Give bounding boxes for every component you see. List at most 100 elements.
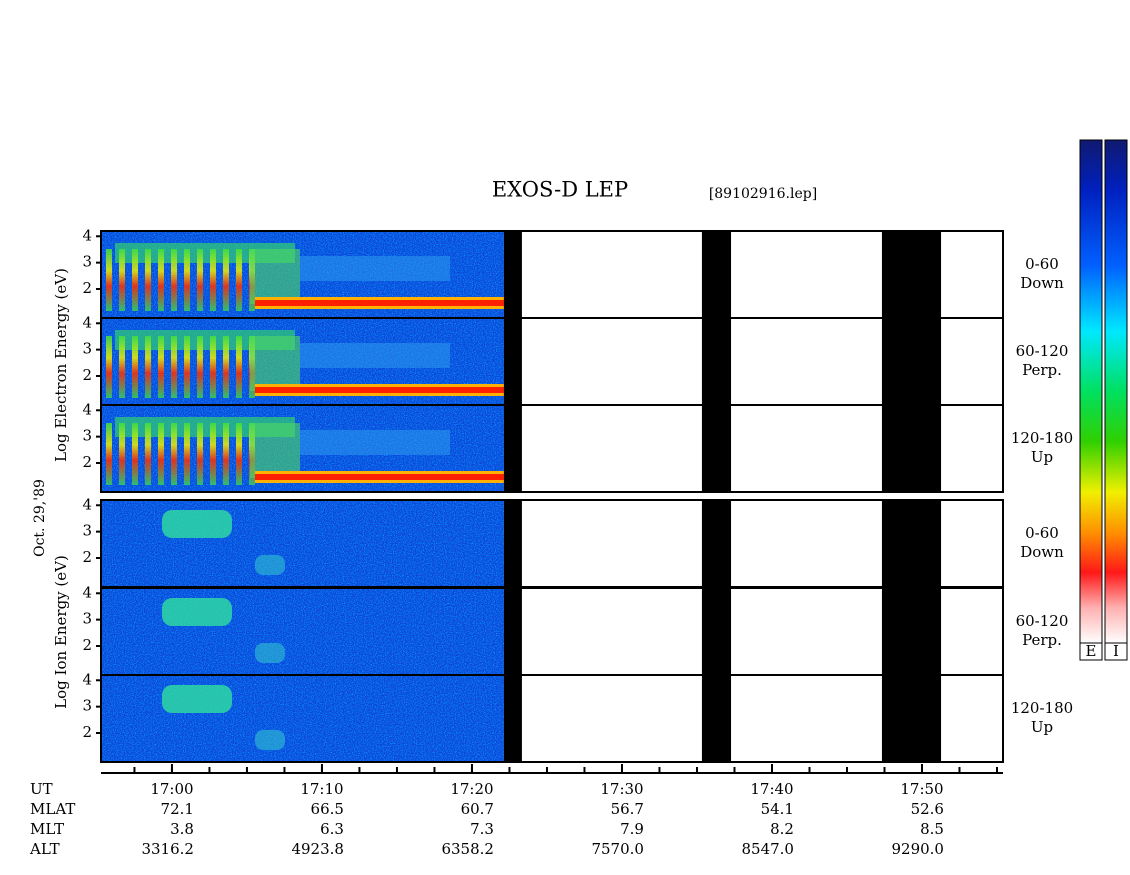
spectrogram-noise	[101, 500, 504, 587]
colorbar-label: E	[1086, 642, 1097, 660]
spectrogram-texture	[255, 730, 285, 750]
panel-frame	[100, 674, 1004, 763]
y-tick-label: 2	[82, 366, 92, 384]
spectrogram-texture	[132, 249, 138, 311]
y-tick-label: 4	[82, 400, 92, 418]
spectrogram-texture	[210, 423, 216, 485]
colorbar-label-box	[1104, 642, 1128, 661]
data-gap	[701, 231, 732, 492]
panel-frame	[100, 404, 1004, 493]
spectrogram-texture	[119, 423, 125, 485]
spectrogram-texture	[300, 343, 450, 368]
ephemeris-value: 66.5	[311, 800, 344, 818]
y-tick-label: 4	[82, 226, 92, 244]
spectrogram-texture	[162, 598, 232, 626]
ephemeris-value: 9290.0	[891, 840, 944, 858]
spectrogram-texture	[184, 249, 190, 311]
ion-axis-label: Log Ion Energy (eV)	[52, 555, 70, 709]
data-gap	[701, 500, 732, 762]
spectrogram-texture	[210, 336, 216, 398]
date-label: Oct. 29,'89	[32, 479, 48, 557]
ephemeris-name: ALT	[29, 840, 60, 858]
ut-label: UT	[30, 780, 53, 798]
pitch-angle-range: 60-120	[1016, 612, 1069, 630]
file-name: [89102916.lep]	[709, 186, 817, 202]
spectrogram-texture	[223, 336, 229, 398]
spectrogram-texture	[119, 249, 125, 311]
colorbar-label: I	[1113, 642, 1119, 660]
pitch-angle-direction: Up	[1031, 448, 1053, 466]
spectrogram-texture	[223, 423, 229, 485]
spectrogram-texture	[255, 555, 285, 575]
ephemeris-name: MLAT	[30, 800, 75, 818]
spectrogram-texture	[162, 510, 232, 538]
y-tick-label: 4	[82, 495, 92, 513]
data-gap	[881, 500, 942, 762]
ephemeris-value: 3.8	[170, 820, 194, 838]
spectrogram-texture	[250, 249, 300, 304]
y-tick-label: 3	[82, 697, 92, 715]
data-gap	[503, 231, 522, 492]
spectrogram	[101, 231, 504, 762]
x-tick-label: 17:30	[600, 780, 643, 798]
pitch-angle-range: 0-60	[1025, 255, 1059, 273]
y-tick-label: 3	[82, 340, 92, 358]
y-tick-label: 2	[82, 723, 92, 741]
spectrogram-texture	[255, 474, 504, 480]
spectrogram-texture	[106, 249, 112, 311]
spectrogram-texture	[145, 249, 151, 311]
pitch-angle-direction: Perp.	[1022, 631, 1062, 649]
y-tick-label: 3	[82, 427, 92, 445]
y-tick-label: 2	[82, 548, 92, 566]
spectrogram-texture	[171, 423, 177, 485]
title: EXOS-D LEP	[492, 178, 628, 202]
ephemeris-value: 7.9	[620, 820, 644, 838]
pitch-angle-range: 60-120	[1016, 342, 1069, 360]
spectrogram-noise	[101, 675, 504, 762]
pitch-angle-direction: Up	[1031, 718, 1053, 736]
spectrogram-texture	[184, 336, 190, 398]
spectrogram-texture	[106, 336, 112, 398]
colorbar-label-box	[1079, 642, 1103, 661]
y-tick-label: 3	[82, 610, 92, 628]
y-tick-label: 4	[82, 670, 92, 688]
spectrogram-texture	[132, 336, 138, 398]
spectrogram-texture	[184, 423, 190, 485]
ephemeris-value: 4923.8	[291, 840, 344, 858]
pitch-angle-range: 0-60	[1025, 524, 1059, 542]
spectrogram-texture	[119, 336, 125, 398]
ephemeris-value: 52.6	[911, 800, 944, 818]
spectrogram-texture	[145, 423, 151, 485]
ephemeris-value: 7570.0	[591, 840, 644, 858]
spectrogram-texture	[255, 387, 504, 393]
x-tick-label: 17:10	[300, 780, 343, 798]
data-gap	[881, 231, 942, 492]
y-tick-label: 3	[82, 253, 92, 271]
x-tick-label: 17:00	[150, 780, 193, 798]
spectrogram-texture	[223, 249, 229, 311]
spectrogram-texture	[236, 423, 242, 485]
spectrogram-texture	[162, 685, 232, 713]
x-tick-label: 17:20	[450, 780, 493, 798]
data-gap	[503, 500, 522, 762]
spectrogram-texture	[158, 249, 164, 311]
spectrogram-texture	[145, 336, 151, 398]
y-tick-label: 2	[82, 453, 92, 471]
spectrogram-texture	[106, 423, 112, 485]
electron-axis-label: Log Electron Energy (eV)	[52, 268, 70, 462]
spectrogram-texture	[250, 423, 300, 478]
spectrogram-texture	[250, 336, 300, 391]
pitch-angle-range: 120-180	[1011, 429, 1073, 447]
spectrogram-texture	[210, 249, 216, 311]
y-tick-label: 2	[82, 279, 92, 297]
colorbar	[1104, 139, 1128, 644]
spectrogram-texture	[197, 336, 203, 398]
ephemeris-value: 8.5	[920, 820, 944, 838]
spectrogram-texture	[300, 430, 450, 455]
ephemeris-value: 3316.2	[141, 840, 194, 858]
pitch-angle-direction: Perp.	[1022, 361, 1062, 379]
spectrogram-texture	[171, 249, 177, 311]
ephemeris-value: 60.7	[461, 800, 494, 818]
pitch-angle-direction: Down	[1020, 274, 1064, 292]
